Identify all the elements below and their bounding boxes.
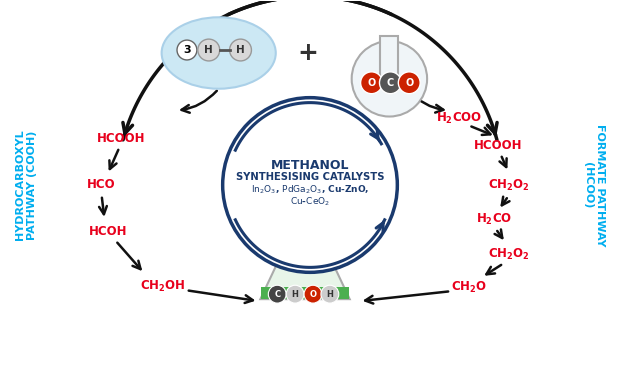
Bar (292, 215, 318, 233)
Text: H: H (326, 290, 334, 299)
Circle shape (304, 285, 322, 303)
Circle shape (352, 41, 427, 117)
Text: HCOOH: HCOOH (474, 139, 523, 152)
Text: O: O (368, 78, 376, 88)
Text: HCOOH: HCOOH (97, 132, 146, 145)
Text: (HCOO): (HCOO) (583, 162, 593, 208)
Circle shape (321, 285, 339, 303)
Text: 3: 3 (183, 45, 191, 55)
Text: $\mathbf{CH_2O_2}$: $\mathbf{CH_2O_2}$ (487, 178, 529, 192)
Text: O: O (309, 290, 316, 299)
Text: O: O (405, 78, 414, 88)
Text: METHANOL: METHANOL (271, 159, 349, 172)
Bar (381, 36, 398, 78)
Circle shape (223, 98, 397, 272)
Polygon shape (260, 232, 350, 299)
Text: $\mathbf{CH_2O}$: $\mathbf{CH_2O}$ (451, 280, 487, 295)
Circle shape (229, 39, 252, 61)
Text: C: C (387, 78, 394, 88)
Text: $\mathbf{CH_2OH}$: $\mathbf{CH_2OH}$ (140, 279, 186, 294)
Ellipse shape (162, 17, 276, 89)
Text: HYDROCARBOXYL: HYDROCARBOXYL (16, 130, 25, 240)
Circle shape (398, 72, 420, 94)
Text: H: H (236, 45, 245, 55)
Circle shape (286, 285, 304, 303)
Text: H: H (291, 290, 299, 299)
Text: $\mathrm{In_2O_3}$, $\mathrm{PdGa_2O_3}$, Cu-ZnO,: $\mathrm{In_2O_3}$, $\mathrm{PdGa_2O_3}$… (250, 184, 370, 196)
Text: $\mathbf{CH_2O_2}$: $\mathbf{CH_2O_2}$ (487, 247, 529, 262)
Circle shape (177, 40, 197, 60)
Text: H: H (205, 45, 213, 55)
Text: C: C (274, 290, 280, 299)
Text: SYNTHESISING CATALYSTS: SYNTHESISING CATALYSTS (236, 172, 384, 182)
Circle shape (198, 39, 219, 61)
Circle shape (379, 72, 401, 94)
Text: PATHWAY (COOH): PATHWAY (COOH) (27, 130, 37, 240)
Text: HCOH: HCOH (89, 225, 128, 238)
Circle shape (268, 285, 286, 303)
Polygon shape (262, 287, 348, 299)
Text: $\mathrm{Cu}$-$\mathrm{CeO_2}$: $\mathrm{Cu}$-$\mathrm{CeO_2}$ (290, 196, 330, 208)
Text: HCO: HCO (87, 178, 116, 192)
Text: $\mathbf{H_2CO}$: $\mathbf{H_2CO}$ (476, 212, 512, 227)
Text: FORMATE PATHWAY: FORMATE PATHWAY (595, 124, 604, 246)
Text: +: + (298, 41, 319, 65)
Text: $\mathbf{H_2COO}$: $\mathbf{H_2COO}$ (436, 111, 482, 126)
Circle shape (361, 72, 383, 94)
